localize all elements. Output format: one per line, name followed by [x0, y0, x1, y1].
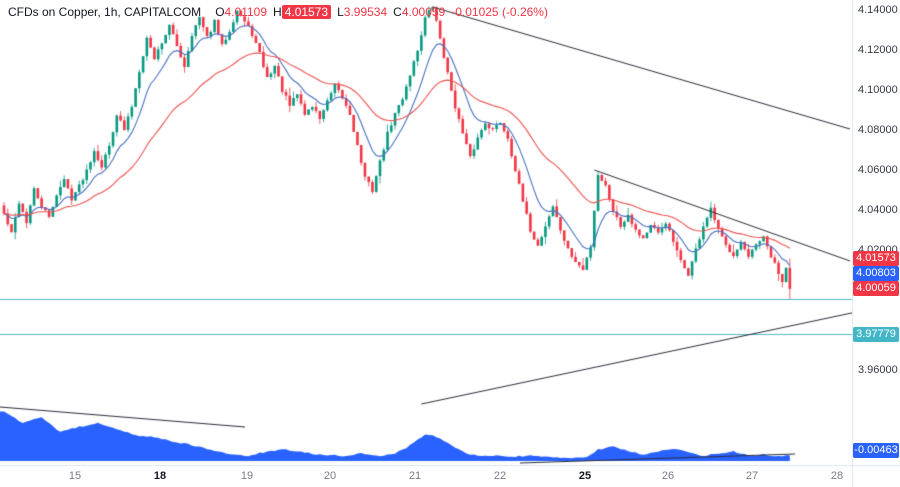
y-axis-tick: 4.12000	[858, 44, 898, 56]
high-value: 4.01573	[281, 5, 332, 19]
x-axis-tick: 25	[578, 470, 592, 482]
x-axis-tick: 21	[408, 470, 422, 482]
y-axis-tick: 4.06000	[858, 164, 898, 176]
x-axis-tick: 22	[493, 470, 507, 482]
x-axis-tick: 15	[68, 470, 82, 482]
open-value: 4.01109	[224, 5, 268, 19]
y-axis-tick: 4.04000	[858, 204, 898, 216]
x-axis-tick: 19	[240, 470, 254, 482]
low-label: L	[337, 5, 344, 19]
open-label: O	[215, 5, 225, 19]
x-axis-tick: 28	[830, 470, 844, 482]
x-axis-tick: 26	[661, 470, 675, 482]
y-axis-tick: 3.96000	[858, 364, 898, 376]
price-badge-level: 3.97779	[853, 327, 899, 342]
change-value: -0.01025 (-0.26%)	[451, 5, 548, 19]
close-value: 4.00059	[401, 5, 446, 19]
y-axis-tick: 4.08000	[858, 124, 898, 136]
high-label: H	[273, 5, 282, 19]
y-axis-tick: 4.10000	[858, 84, 898, 96]
symbol-title[interactable]: CFDs on Copper, 1h, CAPITALCOM	[8, 5, 202, 19]
low-value: 3.99534	[343, 5, 388, 19]
price-badge-ma-slow: 4.01573	[853, 251, 899, 266]
x-axis-tick: 18	[153, 470, 167, 482]
price-badge-last: 4.00059	[853, 281, 899, 296]
y-axis-tick: 4.14000	[858, 4, 898, 16]
x-axis-tick: 20	[323, 470, 337, 482]
indicator-value-badge: -0.00463	[853, 443, 899, 458]
price-badge-ma-fast: 4.00803	[853, 266, 899, 281]
x-axis-tick: 27	[745, 470, 759, 482]
close-label: C	[393, 5, 402, 19]
symbol-header: CFDs on Copper, 1h, CAPITALCOM O4.01109 H 4…	[8, 5, 548, 19]
